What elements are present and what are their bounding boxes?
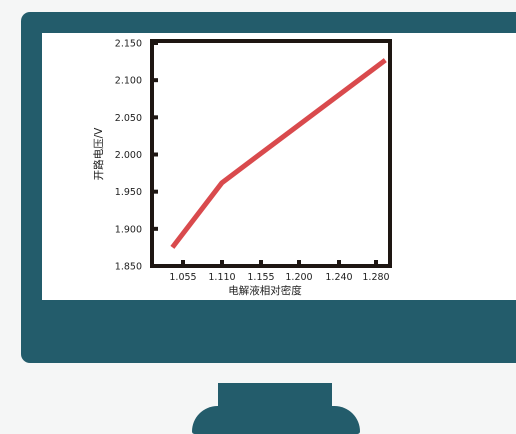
y-tick-label: 1.900 xyxy=(115,224,142,235)
series-layer xyxy=(170,58,387,249)
y-tick-label: 2.150 xyxy=(115,39,142,50)
y-tick-label: 1.950 xyxy=(115,187,142,198)
plot-frame xyxy=(150,39,392,268)
x-axis-title: 电解液相对密度 xyxy=(228,284,302,297)
x-tick-label: 1.280 xyxy=(362,272,389,283)
x-tick-label: 1.055 xyxy=(169,272,196,283)
x-tick-label: 1.240 xyxy=(325,272,352,283)
x-axis-ticks: 1.055 1.110 1.155 1.200 1.240 1.280 xyxy=(169,260,390,283)
y-axis-title: 开路电压/V xyxy=(92,127,105,181)
y-tick-label: 2.100 xyxy=(115,76,142,87)
y-tick-label: 1.850 xyxy=(115,262,142,273)
x-tick-label: 1.155 xyxy=(247,272,274,283)
y-tick-label: 2.050 xyxy=(115,113,142,124)
x-tick-label: 1.200 xyxy=(285,272,312,283)
x-tick-label: 1.110 xyxy=(208,272,235,283)
monitor-stand-base xyxy=(192,406,360,434)
y-tick-label: 2.000 xyxy=(115,150,142,161)
monitor-screen xyxy=(42,33,516,300)
series-line xyxy=(170,58,387,249)
y-axis-ticks: 1.850 1.900 1.950 2.000 2.050 2.100 2.150 xyxy=(115,39,158,273)
